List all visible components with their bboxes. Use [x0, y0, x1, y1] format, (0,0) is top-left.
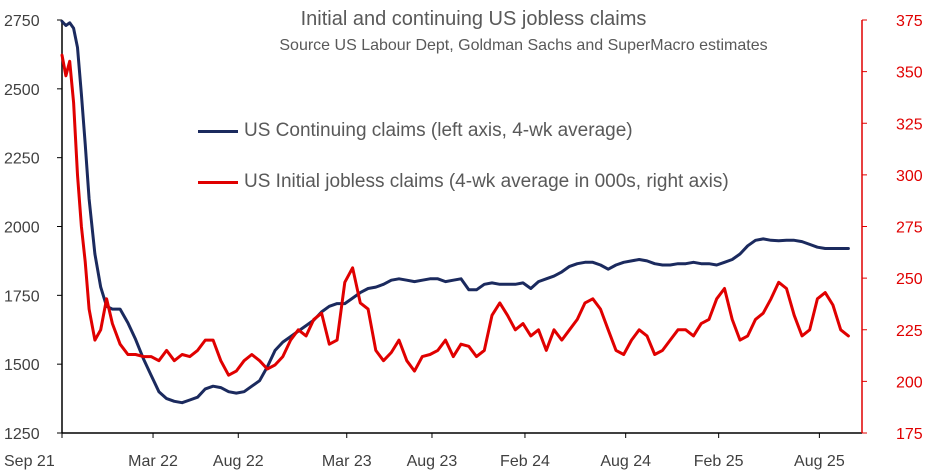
legend-swatch-initial-claims — [198, 180, 238, 184]
legend-swatch-continuing-claims — [198, 129, 238, 133]
series-line-initial-claims — [60, 53, 850, 377]
right-axis-tick-label: 225 — [896, 323, 923, 340]
x-axis-tick-label: Aug 22 — [213, 453, 264, 470]
chart-subtitle: Source US Labour Dept, Goldman Sachs and… — [279, 37, 768, 54]
right-axis-tick-label: 300 — [896, 168, 923, 185]
right-axis-tick-label: 350 — [896, 65, 923, 82]
chart-title: Initial and continuing US jobless claims — [300, 8, 647, 30]
legend-entry-initial-claims: US Initial jobless claims (4-wk average … — [198, 171, 729, 193]
legend-entry-continuing-claims: US Continuing claims (left axis, 4-wk av… — [198, 120, 633, 142]
right-axis-tick-label: 250 — [896, 271, 923, 288]
x-axis-tick-label: Feb 24 — [500, 453, 550, 470]
x-axis-tick-label: Aug 25 — [794, 453, 845, 470]
left-axis-tick-label: 2000 — [4, 220, 40, 237]
x-axis-tick-label: Sep 21 — [4, 453, 55, 470]
legend-label-continuing-claims: US Continuing claims (left axis, 4-wk av… — [244, 120, 633, 141]
x-axis-tick-label: Feb 25 — [694, 453, 744, 470]
x-axis-tick-label: Mar 23 — [322, 453, 372, 470]
x-axis-tick-label: Aug 24 — [600, 453, 651, 470]
x-axis-tick-label: Mar 22 — [128, 453, 178, 470]
series-line-continuing-claims — [60, 19, 850, 405]
right-axis-tick-label: 275 — [896, 220, 923, 237]
left-axis-tick-label: 2250 — [4, 151, 40, 168]
chart-axes: 1250 1500 1750 2000 2250 2500 2750 175 200 225 250… — [4, 13, 923, 470]
right-axis-tick-label: 175 — [896, 426, 923, 443]
right-axis-tick-label: 375 — [896, 13, 923, 30]
left-axis-tick-label: 1750 — [4, 288, 40, 305]
right-axis-tick-label: 200 — [896, 374, 923, 391]
x-axis-tick-label: Aug 23 — [407, 453, 458, 470]
left-axis-tick-label: 2500 — [4, 82, 40, 99]
left-axis-tick-label: 1500 — [4, 357, 40, 374]
left-axis-tick-label: 2750 — [4, 13, 40, 30]
right-axis-tick-label: 325 — [896, 116, 923, 133]
chart-series — [60, 19, 850, 405]
legend-label-initial-claims: US Initial jobless claims (4-wk average … — [244, 171, 729, 192]
left-axis-tick-label: 1250 — [4, 426, 40, 443]
